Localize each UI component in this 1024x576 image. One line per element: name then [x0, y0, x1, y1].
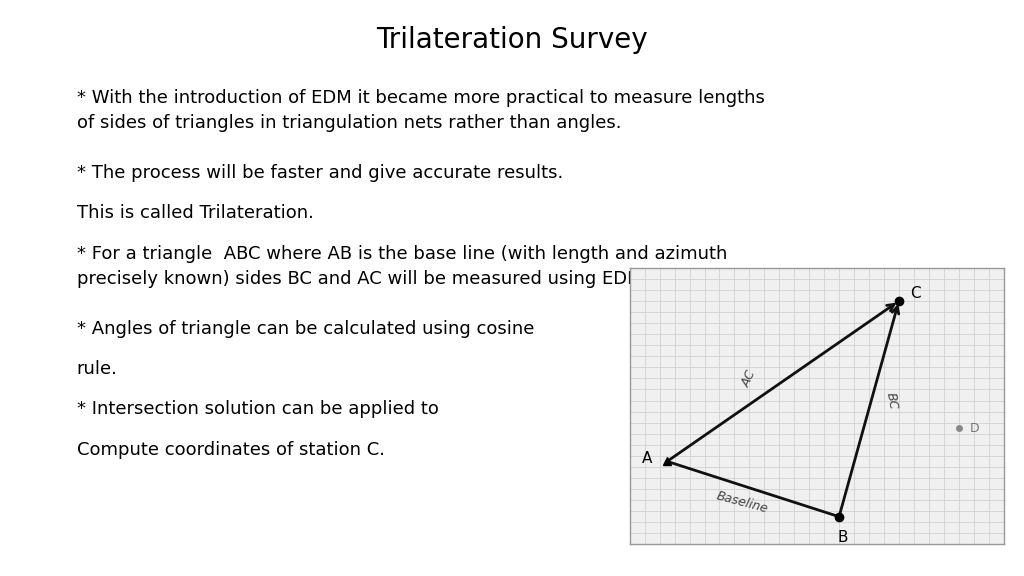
- Text: D: D: [970, 422, 980, 435]
- Text: B: B: [838, 530, 848, 545]
- Text: * For a triangle  ABC where AB is the base line (with length and azimuth
precise: * For a triangle ABC where AB is the bas…: [77, 245, 727, 288]
- Text: * With the introduction of EDM it became more practical to measure lengths
of si: * With the introduction of EDM it became…: [77, 89, 765, 132]
- Text: A: A: [642, 451, 652, 466]
- Text: Compute coordinates of station C.: Compute coordinates of station C.: [77, 441, 385, 458]
- Text: Trilateration Survey: Trilateration Survey: [376, 26, 648, 54]
- Text: * Angles of triangle can be calculated using cosine: * Angles of triangle can be calculated u…: [77, 320, 535, 338]
- Text: rule.: rule.: [77, 360, 118, 378]
- Text: * The process will be faster and give accurate results.: * The process will be faster and give ac…: [77, 164, 563, 182]
- Text: * Intersection solution can be applied to: * Intersection solution can be applied t…: [77, 400, 438, 418]
- Text: C: C: [910, 286, 921, 301]
- Text: BC: BC: [884, 391, 899, 410]
- Text: This is called Trilateration.: This is called Trilateration.: [77, 204, 313, 222]
- Text: Baseline: Baseline: [715, 490, 769, 516]
- Text: AC: AC: [739, 368, 759, 389]
